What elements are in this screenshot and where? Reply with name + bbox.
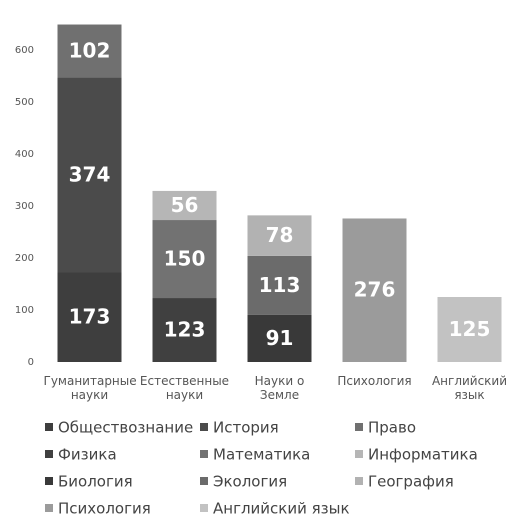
legend-swatch: [200, 423, 208, 431]
legend-label: Экология: [213, 473, 287, 491]
x-tick-label: Гуманитарные науки: [43, 374, 137, 402]
bar-segment: [247, 314, 312, 362]
data-label: 91: [266, 326, 294, 350]
bar-segment: [152, 190, 217, 221]
legend-label: Английский язык: [213, 500, 350, 518]
y-tick-label: 100: [15, 305, 34, 316]
legend-label: Биология: [58, 473, 133, 491]
y-tick-label: 400: [15, 149, 34, 160]
legend-swatch: [200, 450, 208, 458]
data-label: 78: [266, 223, 294, 247]
legend-label: География: [368, 473, 454, 491]
legend-swatch: [200, 477, 208, 485]
legend-swatch: [45, 450, 53, 458]
bar-segment: [57, 272, 122, 362]
legend-label: Физика: [58, 446, 117, 464]
x-tick-label: Естественные науки: [139, 374, 230, 402]
bar-segment: [57, 77, 122, 273]
data-label: 125: [449, 317, 491, 341]
data-label: 56: [171, 193, 199, 217]
data-label: 150: [164, 247, 206, 271]
bar-segment: [342, 218, 407, 362]
data-label: 374: [69, 162, 111, 186]
y-tick-label: 500: [15, 97, 34, 108]
y-tick-label: 300: [15, 201, 34, 212]
data-label: 102: [69, 39, 111, 63]
y-tick-label: 200: [15, 253, 34, 264]
legend-label: Обществознание: [58, 419, 193, 437]
bar-segment: [247, 255, 312, 315]
x-tick-label: Английский язык: [431, 374, 508, 402]
legend-swatch: [355, 450, 363, 458]
legend-swatch: [355, 477, 363, 485]
legend-label: Информатика: [368, 446, 478, 464]
bar-segment: [437, 297, 502, 362]
x-tick-label: Психология: [337, 374, 412, 388]
legend-swatch: [355, 423, 363, 431]
data-label: 113: [259, 273, 301, 297]
y-tick-label: 600: [15, 45, 34, 56]
x-tick-label: Науки о Земле: [254, 374, 305, 402]
bar-segment: [57, 24, 122, 78]
bar-segment: [247, 215, 312, 256]
legend-label: Психология: [58, 500, 151, 518]
legend-swatch: [45, 504, 53, 512]
bar-segment: [152, 298, 217, 362]
legend-label: Право: [368, 419, 416, 437]
data-label: 173: [69, 305, 111, 329]
data-label: 123: [164, 318, 206, 342]
bar-segment: [152, 220, 217, 299]
legend-swatch: [45, 477, 53, 485]
data-label: 276: [354, 278, 396, 302]
legend-label: Математика: [213, 446, 310, 464]
legend-swatch: [45, 423, 53, 431]
legend-label: История: [213, 419, 279, 437]
y-tick-label: 0: [28, 357, 34, 368]
legend-swatch: [200, 504, 208, 512]
